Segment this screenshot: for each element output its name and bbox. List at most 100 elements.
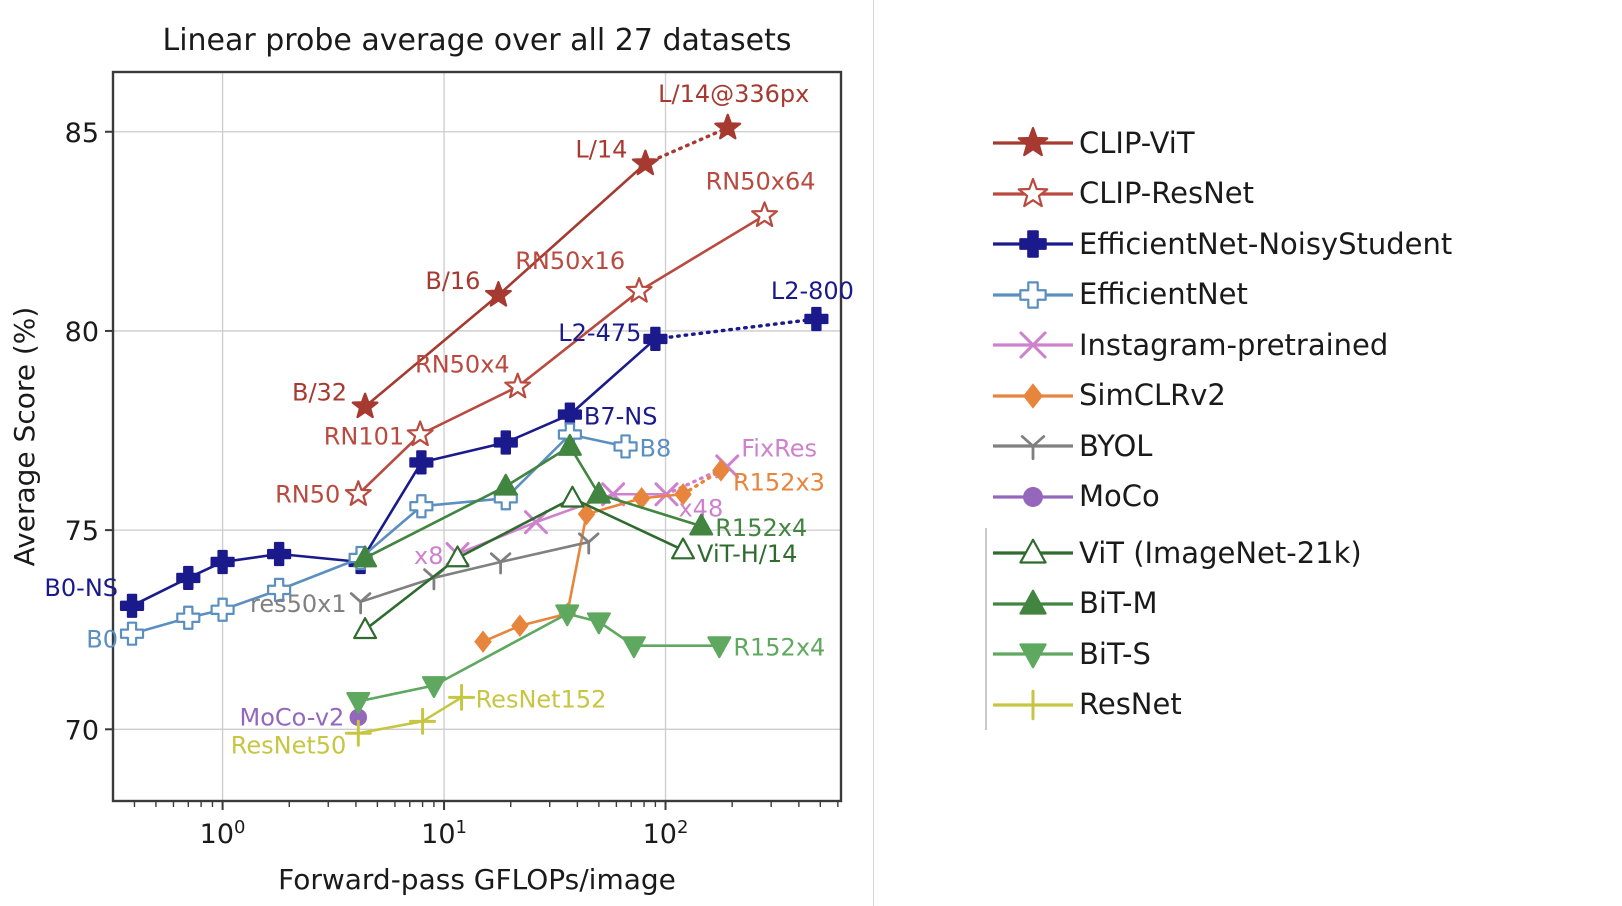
series-line-segment [359,461,423,564]
series-line-segment [359,576,436,604]
marker-triangle-up [689,513,714,536]
series-line-segment [497,162,647,297]
marker-y [1020,435,1046,461]
marker-plus [643,326,668,352]
series-line-segment [356,433,422,496]
legend-item-efficientnet-noisystudent[interactable]: EfficientNet-NoisyStudent [987,219,1605,270]
legend-item-simclrv2[interactable]: SimCLRv2 [987,371,1605,422]
point-label: L2-800 [771,277,854,305]
legend-marker-plus-thin-icon [993,689,1073,721]
marker-triangle-down [586,612,611,635]
marker-star [351,392,379,419]
marker-triangle-down [621,636,646,659]
chart-legend: CLIP-ViT CLIP-ResNet EfficientNet-NoisyStu… [985,118,1605,730]
series-line-segment [421,696,463,723]
legend-item-label: BiT-S [1079,636,1151,671]
marker-plus [1019,230,1047,258]
point-label: MoCo-v2 [240,703,345,731]
marker-triangle-down [1019,643,1047,669]
marker-plus [493,430,518,455]
legend-marker-x-icon [993,331,1073,359]
point-label: RN50x64 [706,167,816,195]
legend-marker-diamond-icon [993,383,1073,409]
marker-triangle-up [586,481,611,504]
legend-item-efficientnet[interactable]: EfficientNet [987,270,1605,321]
series-line-segment [585,496,643,516]
point-label: B0 [86,626,118,654]
legend-item-label: ViT (ImageNet-21k) [1079,535,1362,570]
marker-star [1017,127,1049,157]
legend-item-instagram-pretrained[interactable]: Instagram-pretrained [987,320,1605,371]
marker-y [489,552,512,575]
legend-item-vit-imagenet-21k-[interactable]: ViT (ImageNet-21k) [987,528,1605,579]
series-line-segment [363,293,500,408]
marker-circle [1023,486,1043,507]
x-tick-label: 101 [421,817,467,851]
point-label: B8 [640,434,672,462]
marker-diamond [577,502,596,526]
series-line-segment [568,337,657,416]
point-label: RN50x16 [515,247,625,275]
marker-triangle-up [493,473,518,496]
series-byol: res50x1 [250,532,600,618]
series-line-segment [432,612,569,687]
marker-diamond [674,483,692,506]
marker-star [751,201,779,228]
point-label: ResNet50 [231,731,347,759]
series-line-segment [356,684,436,703]
marker-y [577,532,600,555]
point-label: L/14 [575,136,627,164]
series-line-segment [359,504,423,560]
marker-triangle-up [671,537,696,560]
legend-item-resnet[interactable]: ResNet [987,680,1605,731]
marker-plus [119,593,145,618]
series-line-segment [456,496,574,560]
marker-triangle-up [1019,589,1047,615]
series-line-segment [420,441,508,464]
legend-item-bit-s[interactable]: BiT-S [987,629,1605,680]
series-efficientnet: B0 B8 [86,422,672,654]
series-clip-resnet: RN50 RN101 RN50x4 RN50x16 RN50x64 [275,167,815,508]
y-tick-label: 70 [65,715,99,746]
legend-marker-circle-icon [993,486,1073,507]
point-label: R152x4 [733,634,825,662]
legend-marker-y-down-icon [993,435,1073,461]
marker-plus [210,597,235,622]
series-line-segment [571,496,685,552]
point-label: B/16 [425,267,480,295]
marker-plus [409,494,434,519]
series-line-segment [516,289,641,389]
marker-plus [267,541,292,567]
marker-plus [176,565,201,591]
x-tick-label: 100 [200,817,246,851]
point-label: B0-NS [44,574,118,602]
legend-item-label: EfficientNet-NoisyStudent [1079,226,1453,261]
series-efficientnet-noisystudent: B0-NS B7-NS L2-475 L2-800 [44,277,854,618]
legend-item-label: BYOL [1079,428,1153,463]
marker-plus-thin [1017,689,1049,721]
legend-item-byol[interactable]: BYOL [987,421,1605,472]
legend-item-moco[interactable]: MoCo [987,472,1605,523]
marker-x [1019,331,1047,359]
marker-triangle-up [557,433,582,456]
marker-plus [119,621,145,646]
series-line-segment [653,317,819,341]
series-line-segment [363,484,508,560]
marker-diamond [511,614,529,637]
chart-panel: 70 75 80 85 100 101 102 Linear probe average ov… [8,23,854,896]
point-label: R152x4 [715,514,807,542]
point-label: x8 [414,542,443,570]
series-bit-m: R152x4 [353,433,807,568]
legend-item-clip-vit[interactable]: CLIP-ViT [987,118,1605,169]
legend-item-bit-m[interactable]: BiT-M [987,579,1605,630]
marker-triangle-down [421,676,446,699]
point-label: FixRes [741,434,817,462]
marker-y [349,592,372,615]
marker-x [654,482,679,507]
x-axis-label: Forward-pass GFLOPs/image [278,863,676,896]
legend-item-clip-resnet[interactable]: CLIP-ResNet [987,169,1605,220]
series-line-segment [432,560,502,580]
point-label: B7-NS [584,403,658,431]
legend-group-secondary: ViT (ImageNet-21k) BiT-M BiT-S ResNet [985,528,1605,730]
marker-plus-thin [409,707,437,735]
